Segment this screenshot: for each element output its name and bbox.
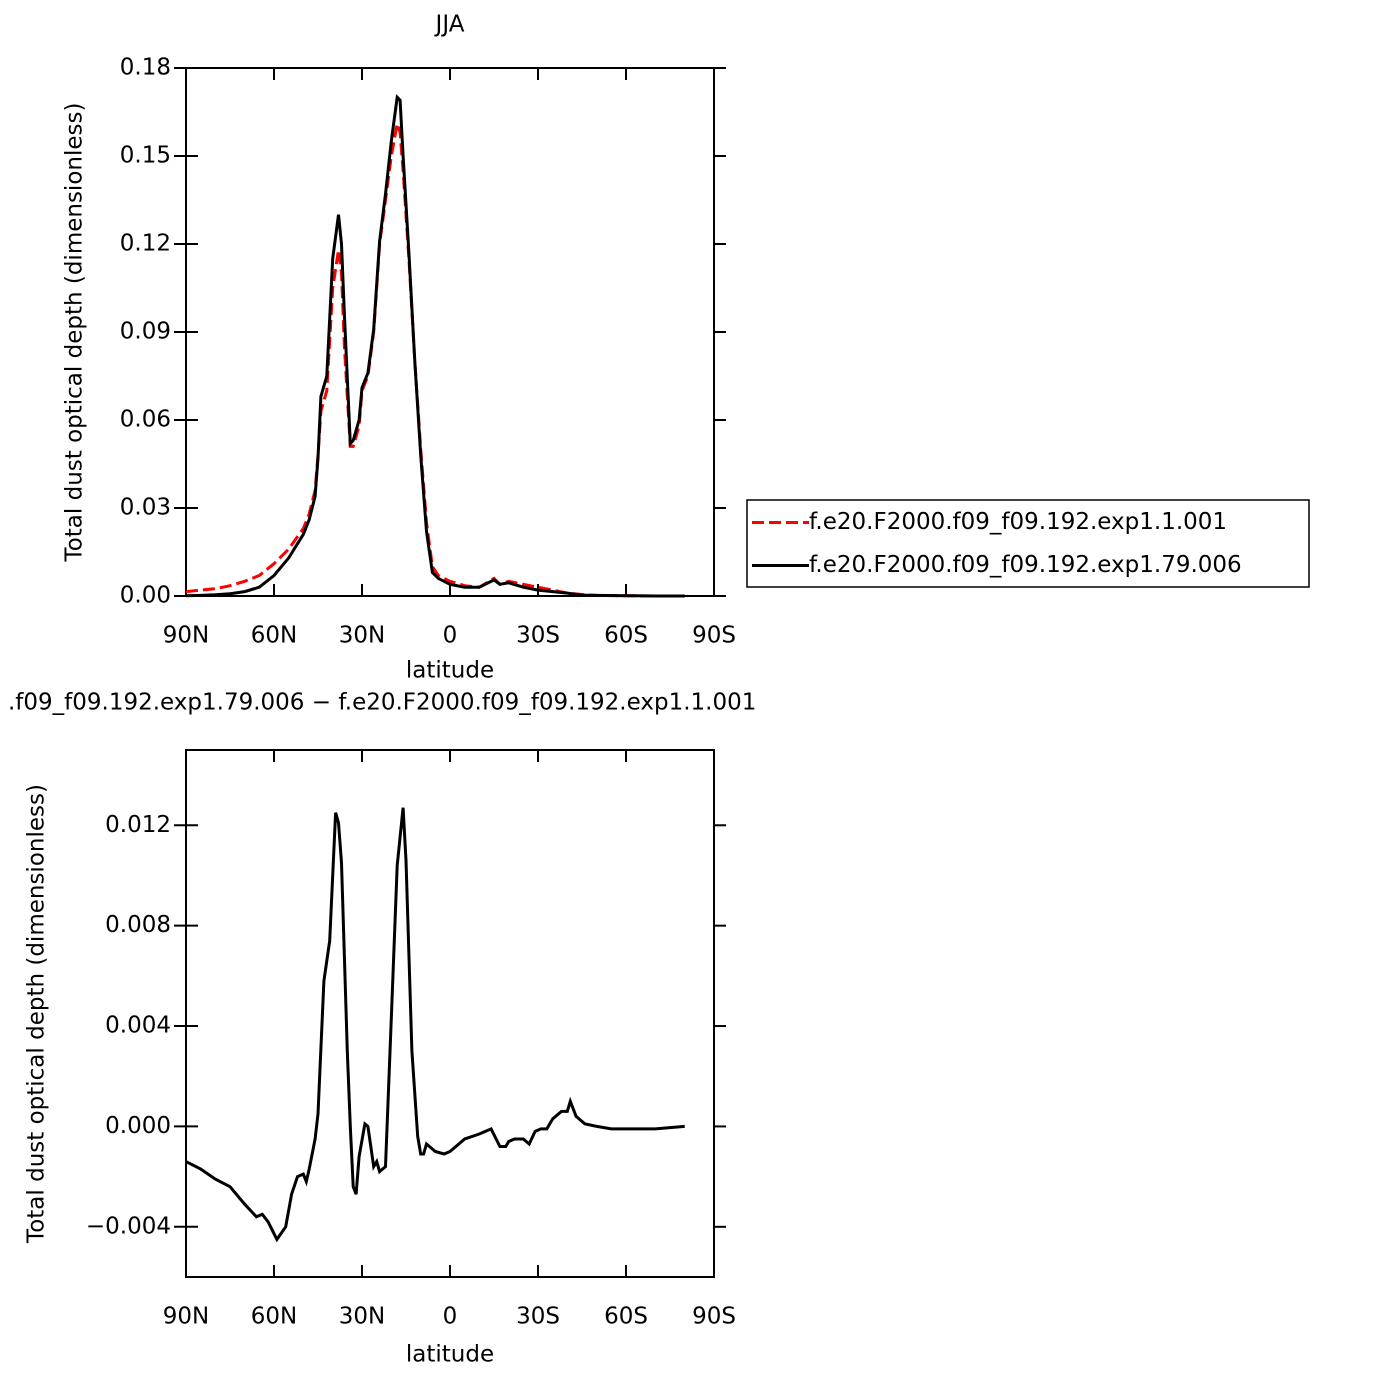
y-tick-label: 0.00 [120, 583, 171, 609]
legend-box [746, 499, 1310, 588]
x-tick-label: 90S [692, 623, 736, 649]
x-tick-label: 30S [516, 623, 560, 649]
data-line [185, 123, 685, 598]
x-tick-label: 90N [163, 623, 209, 649]
chart-title: .f09_f09.192.exp1.79.006 − f.e20.F2000.f… [8, 690, 756, 716]
y-tick-label: 0.012 [105, 812, 171, 838]
y-axis-label: Total dust optical depth (dimensionless) [62, 103, 88, 563]
legend-label: f.e20.F2000.f09_f09.192.exp1.1.001 [809, 509, 1227, 535]
chart-title: JJA [434, 12, 465, 38]
y-tick-label: 0.000 [105, 1113, 171, 1139]
legend-label: f.e20.F2000.f09_f09.192.exp1.79.006 [809, 552, 1242, 578]
x-tick-label: 30S [516, 1304, 560, 1330]
y-tick-label: 0.15 [120, 143, 171, 169]
y-tick-label: 0.18 [120, 55, 171, 81]
y-tick-label: 0.03 [120, 495, 171, 521]
y-tick-label: 0.09 [120, 319, 171, 345]
y-tick-label: 0.12 [120, 231, 171, 257]
x-tick-label: 30N [339, 1304, 385, 1330]
x-tick-label: 30N [339, 623, 385, 649]
y-tick-label: 0.004 [105, 1013, 171, 1039]
y-axis-label: Total dust optical depth (dimensionless) [24, 784, 50, 1244]
x-tick-label: 60N [251, 1304, 297, 1330]
x-tick-label: 60S [604, 1304, 648, 1330]
plot-frame [185, 749, 715, 1278]
y-tick-label: 0.06 [120, 407, 171, 433]
y-tick-label: −0.004 [86, 1213, 171, 1239]
x-tick-label: 90S [692, 1304, 736, 1330]
plot-frame [185, 67, 715, 597]
x-axis-label: latitude [406, 658, 494, 684]
x-tick-label: 60N [251, 623, 297, 649]
x-axis-label: latitude [406, 1342, 494, 1368]
x-tick-label: 0 [443, 623, 458, 649]
x-tick-label: 60S [604, 623, 648, 649]
y-tick-label: 0.008 [105, 912, 171, 938]
x-tick-label: 0 [443, 1304, 458, 1330]
x-tick-label: 90N [163, 1304, 209, 1330]
data-line [185, 94, 685, 598]
data-line [185, 807, 685, 1243]
